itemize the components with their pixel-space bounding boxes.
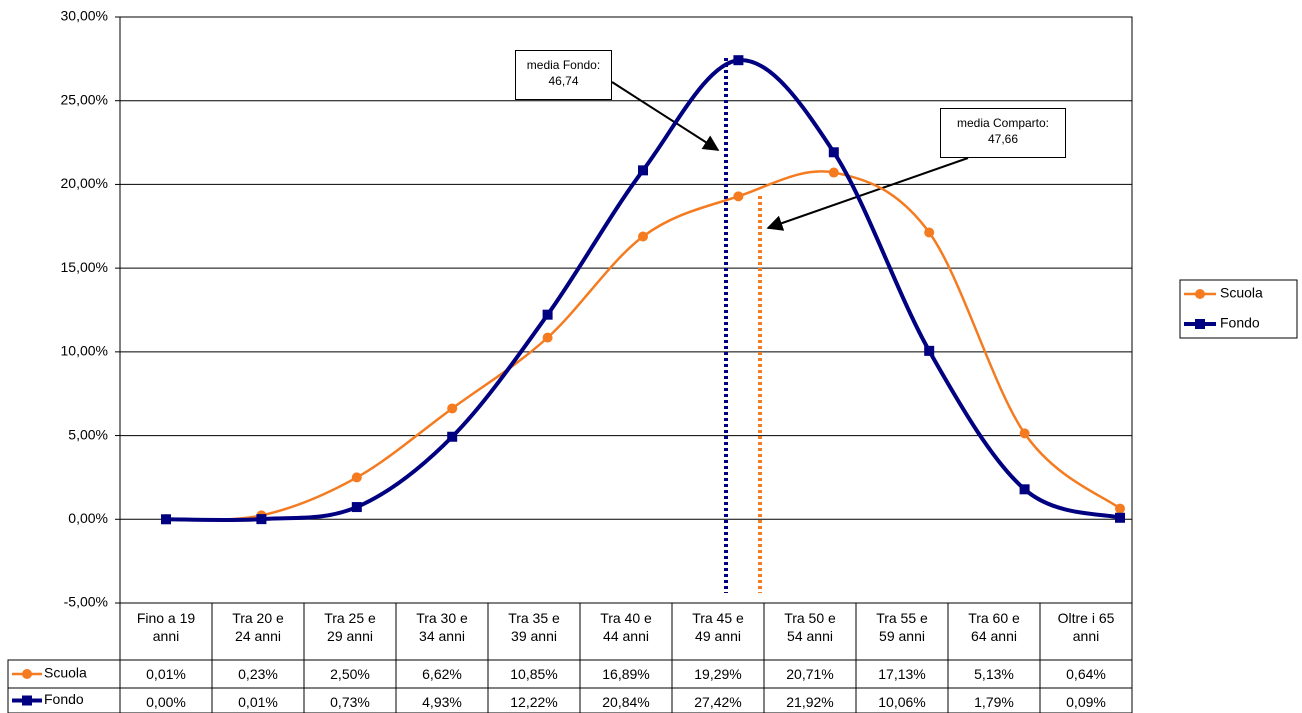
x-tick-label: Tra 55 e 59 anni: [876, 610, 928, 644]
table-value: 0,00%: [146, 694, 186, 710]
y-tick-label: 10,00%: [61, 343, 108, 359]
x-tick-label: Tra 50 e 54 anni: [784, 610, 836, 644]
x-tick-label: Tra 25 e 29 anni: [324, 610, 376, 644]
table-row-label: Fondo: [44, 691, 84, 707]
marker: [733, 55, 744, 66]
x-tick-label: Tra 60 e 64 anni: [968, 610, 1020, 644]
arrow: [611, 81, 720, 151]
table-value: 19,29%: [694, 666, 742, 682]
legend-marker: [1195, 289, 1205, 299]
marker: [256, 514, 267, 525]
table-row-label: Scuola: [44, 665, 87, 681]
y-tick-label: 5,00%: [68, 426, 108, 442]
table-value: 0,01%: [146, 666, 186, 682]
table-value: 6,62%: [422, 666, 462, 682]
marker: [924, 345, 935, 356]
arrow: [766, 157, 969, 231]
marker: [638, 165, 648, 176]
x-tick-label: Fino a 19 anni: [136, 610, 196, 644]
legend-marker: [1195, 319, 1205, 329]
marker: [733, 191, 744, 202]
x-tick-label: Tra 40 e 44 anni: [600, 610, 652, 644]
table-value: 1,79%: [974, 694, 1014, 710]
marker: [447, 431, 458, 442]
table-value: 20,84%: [602, 694, 650, 710]
y-tick-label: 30,00%: [61, 8, 108, 24]
table-value: 5,13%: [974, 666, 1014, 682]
annotation: media Fondo: 46,74: [515, 50, 612, 100]
table-value: 12,22%: [510, 694, 558, 710]
marker: [351, 502, 362, 513]
table-value: 10,85%: [510, 666, 558, 682]
y-tick-label: -5,00%: [64, 594, 108, 610]
x-tick-label: Tra 35 e 39 anni: [508, 610, 560, 644]
table-value: 0,09%: [1066, 694, 1106, 710]
annotation: media Comparto: 47,66: [940, 108, 1066, 158]
marker: [1019, 484, 1030, 495]
marker: [542, 309, 553, 320]
x-tick-label: Tra 20 e 24 anni: [232, 610, 284, 644]
table-value: 27,42%: [694, 694, 742, 710]
table-value: 0,73%: [330, 694, 370, 710]
legend-label: Scuola: [1220, 285, 1263, 301]
marker: [924, 227, 935, 238]
table-key-marker: [22, 669, 32, 679]
marker: [828, 147, 839, 158]
marker: [351, 472, 362, 483]
marker: [1115, 503, 1125, 514]
table-key-marker: [22, 695, 32, 706]
legend-label: Fondo: [1220, 315, 1260, 331]
table-value: 4,93%: [422, 694, 462, 710]
table-value: 17,13%: [878, 666, 926, 682]
table-value: 2,50%: [330, 666, 370, 682]
table-value: 10,06%: [878, 694, 926, 710]
marker: [542, 332, 553, 343]
x-tick-label: Tra 45 e 49 anni: [692, 610, 744, 644]
x-tick-label: Oltre i 65 anni: [1057, 610, 1115, 644]
y-tick-label: 25,00%: [61, 91, 108, 107]
table-value: 0,23%: [238, 666, 278, 682]
plot-area: [119, 16, 1133, 604]
marker: [1019, 428, 1030, 439]
marker: [447, 403, 458, 414]
y-tick-label: 15,00%: [61, 259, 108, 275]
x-tick-label: Tra 30 e 34 anni: [416, 610, 468, 644]
y-tick-label: 20,00%: [61, 175, 108, 191]
table-value: 20,71%: [786, 666, 834, 682]
marker: [161, 514, 171, 525]
marker: [638, 231, 648, 242]
table-value: 21,92%: [786, 694, 834, 710]
line: [165, 170, 1121, 521]
y-tick-label: 0,00%: [68, 510, 108, 526]
marker: [1115, 512, 1125, 523]
marker: [828, 167, 839, 178]
table-value: 16,89%: [602, 666, 650, 682]
table-value: 0,01%: [238, 694, 278, 710]
table-value: 0,64%: [1066, 666, 1106, 682]
